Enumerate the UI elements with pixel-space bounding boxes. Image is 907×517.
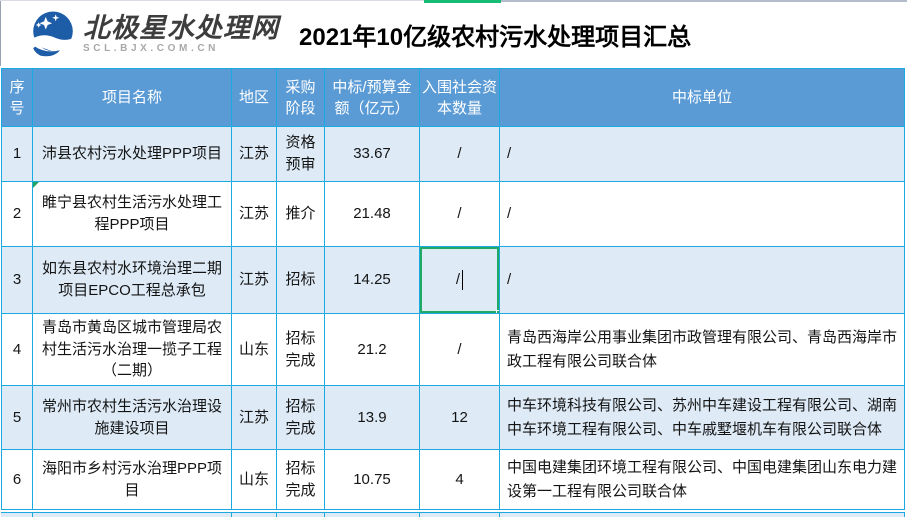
grid-line	[499, 513, 500, 517]
cell-5-region[interactable]: 江苏	[231, 385, 277, 450]
cell-1-amount[interactable]: 33.67	[324, 126, 420, 182]
column-header-name[interactable]: 项目名称	[32, 68, 232, 127]
cell-1-name[interactable]: 沛县农村污水处理PPP项目	[32, 126, 232, 182]
cell-2-capital[interactable]: /	[419, 181, 500, 247]
table-body: 1 沛县农村污水处理PPP项目 江苏 资格预审 33.67//2 睢宁县农村生活污水处理工…	[1, 126, 905, 510]
table-row: 5 常州市农村生活污水治理设施建设项目 江苏 招标完成 13.9 12 中车环境科技有限公司…	[1, 385, 905, 450]
grid-line	[231, 513, 232, 517]
table-row: 6 海阳市乡村污水治理PPP项目 山东 招标完成 10.75 4 中国电建集团环境工程有限公…	[1, 449, 905, 510]
cell-6-region[interactable]: 山东	[231, 449, 277, 510]
grid-line	[276, 513, 277, 517]
next-row-sliver	[1, 512, 905, 517]
column-header-winner[interactable]: 中标单位	[499, 68, 905, 127]
cell-1-region[interactable]: 江苏	[231, 126, 277, 182]
column-header-amount[interactable]: 中标/预算金额（亿元）	[324, 68, 420, 127]
grid-line	[419, 513, 420, 517]
cell-3-amount[interactable]: 14.25	[324, 246, 420, 314]
cell-2-amount[interactable]: 21.48	[324, 181, 420, 247]
cell-3-name[interactable]: 如东县农村水环境治理二期项目EPCO工程总承包	[32, 246, 232, 314]
cell-6-winner[interactable]: 中国电建集团环境工程有限公司、中国电建集团山东电力建设第一工程有限公司联合体	[499, 449, 905, 510]
cell-5-capital[interactable]: 12	[419, 385, 500, 450]
window-top-border-right	[500, 0, 907, 2]
cell-4-region[interactable]: 山东	[231, 313, 277, 386]
text-cursor	[462, 270, 464, 291]
cell-4-winner[interactable]: 青岛西海岸公用事业集团市政管理有限公司、青岛西海岸市政工程有限公司联合体	[499, 313, 905, 386]
window-left-border	[0, 1, 1, 66]
cell-4-amount[interactable]: 21.2	[324, 313, 420, 386]
page-header: 北极星水处理网 SCL.BJX.COM.CN 2021年10亿级农村污水处理项目…	[0, 2, 907, 66]
active-tab-indicator	[424, 0, 501, 3]
page-title: 2021年10亿级农村污水处理项目汇总	[299, 23, 692, 51]
cell-6-capital[interactable]: 4	[419, 449, 500, 510]
cell-1-capital[interactable]: /	[419, 126, 500, 182]
table-row: 4 青岛市黄岛区城市管理局农村生活污水治理一揽子工程（二期） 山东 招标完成 21.2/…	[1, 313, 905, 386]
cell-5-winner[interactable]: 中车环境科技有限公司、苏州中车建设工程有限公司、湖南中车环境工程有限公司、中车戚…	[499, 385, 905, 450]
column-header-stage[interactable]: 采购阶段	[276, 68, 325, 127]
cell-1-winner[interactable]: /	[499, 126, 905, 182]
column-header-region[interactable]: 地区	[231, 68, 277, 127]
brand-domain: SCL.BJX.COM.CN	[83, 43, 219, 55]
cell-3-capital[interactable]: /	[419, 246, 500, 314]
grid-line	[32, 513, 33, 517]
cell-4-stage[interactable]: 招标完成	[276, 313, 325, 386]
cell-6-stage[interactable]: 招标完成	[276, 449, 325, 510]
cell-3-region[interactable]: 江苏	[231, 246, 277, 314]
cell-2-region[interactable]: 江苏	[231, 181, 277, 247]
cell-1-stage[interactable]: 资格预审	[276, 126, 325, 182]
cell-4-capital[interactable]: /	[419, 313, 500, 386]
cell-6-index[interactable]: 6	[1, 449, 33, 510]
cell-4-name[interactable]: 青岛市黄岛区城市管理局农村生活污水治理一揽子工程（二期）	[32, 313, 232, 386]
cell-2-winner[interactable]: /	[499, 181, 905, 247]
cell-6-name[interactable]: 海阳市乡村污水治理PPP项目	[32, 449, 232, 510]
column-header-index[interactable]: 序号	[1, 68, 33, 127]
cell-1-index[interactable]: 1	[1, 126, 33, 182]
column-header-capital[interactable]: 入围社会资本数量	[419, 68, 500, 127]
grid-line	[324, 513, 325, 517]
cell-5-index[interactable]: 5	[1, 385, 33, 450]
brand-logo: 北极星水处理网 SCL.BJX.COM.CN	[26, 8, 279, 60]
cell-3-stage[interactable]: 招标	[276, 246, 325, 314]
cell-5-name[interactable]: 常州市农村生活污水治理设施建设项目	[32, 385, 232, 450]
brand-text: 北极星水处理网 SCL.BJX.COM.CN	[83, 12, 279, 55]
projects-table: 序号 项目名称 地区 采购阶段 中标/预算金额（亿元） 入围社会资本数量 中标单位 1 沛县农…	[1, 68, 905, 510]
cell-4-index[interactable]: 4	[1, 313, 33, 386]
header-row: 序号 项目名称 地区 采购阶段 中标/预算金额（亿元） 入围社会资本数量 中标单位	[1, 68, 905, 127]
table-header: 序号 项目名称 地区 采购阶段 中标/预算金额（亿元） 入围社会资本数量 中标单位	[1, 68, 905, 127]
cell-6-amount[interactable]: 10.75	[324, 449, 420, 510]
table-row: 3 如东县农村水环境治理二期项目EPCO工程总承包 江苏 招标 14.25//	[1, 246, 905, 314]
cell-2-stage[interactable]: 推介	[276, 181, 325, 247]
wave-star-logo-icon	[31, 11, 77, 57]
table-row: 1 沛县农村污水处理PPP项目 江苏 资格预审 33.67//	[1, 126, 905, 182]
cell-5-amount[interactable]: 13.9	[324, 385, 420, 450]
cell-2-index[interactable]: 2	[1, 181, 33, 247]
selection-fill-handle[interactable]	[496, 310, 499, 313]
table-row: 2 睢宁县农村生活污水处理工程PPP项目 江苏 推介 21.48//	[1, 181, 905, 247]
cell-5-stage[interactable]: 招标完成	[276, 385, 325, 450]
cell-3-winner[interactable]: /	[499, 246, 905, 314]
brand-name: 北极星水处理网	[83, 12, 279, 43]
grid-line	[904, 513, 905, 517]
cell-2-name[interactable]: 睢宁县农村生活污水处理工程PPP项目	[32, 181, 232, 247]
cell-3-index[interactable]: 3	[1, 246, 33, 314]
